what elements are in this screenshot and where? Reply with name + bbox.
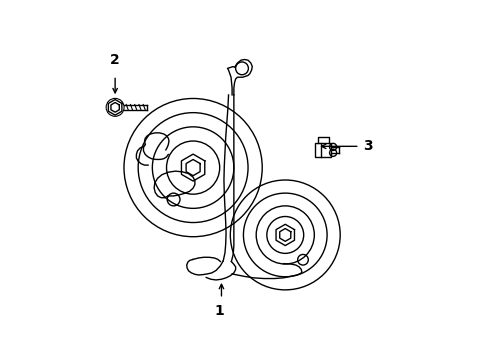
Text: 3: 3 (363, 139, 372, 153)
Text: 2: 2 (110, 53, 120, 67)
Text: 1: 1 (214, 304, 224, 318)
